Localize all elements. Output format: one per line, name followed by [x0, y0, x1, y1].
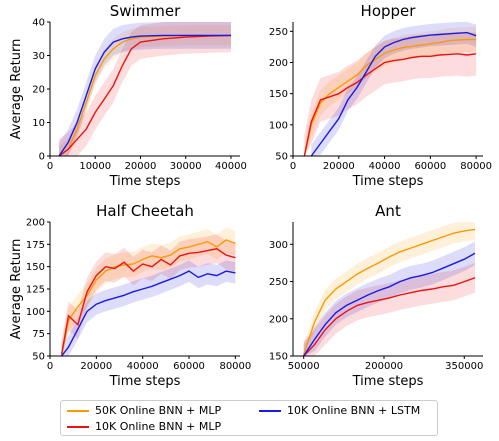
y-tick-label: 20 [32, 85, 45, 96]
series-line-mlp50k-3 [303, 228, 476, 355]
chart-panel-3: 50000 200000 350000 150 200 250 300 Ant Time ste… [269, 202, 483, 389]
y-tick-label: 200 [269, 58, 288, 69]
y-tick-label: 150 [269, 352, 288, 363]
series-line-mlp10k-1 [303, 53, 477, 156]
x-tick-label: 50000 [288, 361, 320, 372]
band-lstm10k-2 [61, 260, 236, 356]
legend: 50K Online BNN + MLP 10K Online BNN + LS… [60, 400, 438, 436]
band-mlp10k-2 [61, 234, 236, 356]
band-mlp10k-3 [303, 262, 475, 356]
legend-item-10k-mlp: 10K Online BNN + MLP [67, 420, 221, 433]
series-line-mlp10k-2 [60, 248, 236, 355]
x-axis-label: Time steps [352, 174, 424, 189]
legend-label-50k-mlp: 50K Online BNN + MLP [95, 404, 222, 417]
chart-panel-2: 0 20000 40000 60000 80000 50 75 100 125 150 175 200… [9, 202, 251, 389]
y-tick-label: 125 [26, 285, 45, 296]
chart-panel-0: 0 10000 20000 30000 40000 0 10 20 30 40 Swimmer Tim… [9, 2, 247, 189]
series-line-mlp50k-2 [60, 239, 236, 356]
x-tick-label: 80000 [219, 361, 251, 372]
chart-title: Ant [375, 202, 401, 220]
band-mlp10k-1 [304, 32, 477, 156]
y-tick-label: 30 [32, 51, 45, 62]
y-tick-label: 0 [39, 152, 45, 163]
x-tick-label: 30000 [170, 161, 202, 172]
plot-area-2 [60, 227, 236, 356]
x-tick-label: 60000 [173, 361, 205, 372]
x-tick-label: 200000 [365, 361, 403, 372]
legend-item-50k-mlp: 50K Online BNN + MLP [67, 404, 221, 417]
x-tick-label: 0 [47, 361, 53, 372]
x-tick-label: 20000 [323, 161, 355, 172]
y-tick-label: 200 [269, 314, 288, 325]
x-axis-label: Time steps [109, 174, 181, 189]
chart-title: Half Cheetah [96, 202, 194, 220]
series-line-lstm10k-1 [310, 31, 477, 156]
chart-panel-1: 0 20000 40000 60000 80000 50 100 150 200 250 Hoppe… [269, 2, 492, 189]
y-axis-label: Average Return [9, 39, 24, 140]
series-line-mlp50k-1 [303, 38, 477, 156]
y-tick-label: 150 [269, 89, 288, 100]
band-mlp50k-3 [303, 222, 475, 356]
chart-title: Hopper [361, 2, 417, 20]
plot-area-3 [303, 222, 476, 356]
chart-title: Swimmer [110, 2, 181, 20]
band-lstm10k-1 [311, 22, 477, 156]
y-tick-label: 10 [32, 118, 45, 129]
band-lstm10k-3 [303, 241, 475, 356]
series-line-lstm10k-0 [58, 34, 231, 156]
x-tick-label: 40000 [127, 361, 159, 372]
x-tick-label: 350000 [445, 361, 483, 372]
legend-label-10k-lstm: 10K Online BNN + LSTM [287, 404, 421, 417]
x-tick-label: 60000 [414, 161, 446, 172]
y-tick-label: 250 [269, 27, 288, 38]
y-tick-label: 50 [32, 352, 45, 363]
series-line-lstm10k-2 [61, 270, 236, 356]
x-axis-label: Time steps [109, 374, 181, 389]
y-tick-label: 50 [275, 152, 288, 163]
y-axis-label: Average Return [9, 239, 24, 340]
series-line-mlp10k-3 [303, 277, 476, 356]
x-tick-label: 0 [290, 161, 296, 172]
x-tick-label: 20000 [125, 161, 157, 172]
series-line-mlp10k-0 [58, 34, 232, 156]
legend-item-10k-lstm: 10K Online BNN + LSTM [259, 404, 420, 417]
legend-label-10k-mlp: 10K Online BNN + MLP [95, 420, 222, 433]
legend-swatch-10k-mlp [67, 425, 89, 428]
x-tick-label: 40000 [215, 161, 247, 172]
plot-area-1 [303, 22, 477, 156]
x-tick-label: 10000 [79, 161, 111, 172]
y-tick-label: 100 [269, 120, 288, 131]
legend-swatch-10k-lstm [259, 409, 281, 412]
plot-area-0 [58, 22, 232, 156]
y-tick-label: 75 [32, 329, 45, 340]
band-mlp50k-2 [61, 227, 236, 356]
x-tick-label: 20000 [80, 361, 112, 372]
x-tick-label: 40000 [369, 161, 401, 172]
x-axis-label: Time steps [352, 374, 424, 389]
y-tick-label: 150 [26, 262, 45, 273]
y-tick-label: 175 [26, 240, 45, 251]
band-mlp50k-0 [59, 25, 231, 156]
y-tick-label: 300 [269, 240, 288, 251]
series-line-lstm10k-3 [303, 252, 476, 356]
y-tick-label: 200 [26, 218, 45, 229]
legend-swatch-50k-mlp [67, 409, 89, 412]
y-tick-label: 100 [26, 307, 45, 318]
y-tick-label: 250 [269, 277, 288, 288]
y-tick-label: 40 [32, 18, 45, 29]
x-tick-label: 80000 [460, 161, 492, 172]
x-tick-label: 0 [47, 161, 53, 172]
